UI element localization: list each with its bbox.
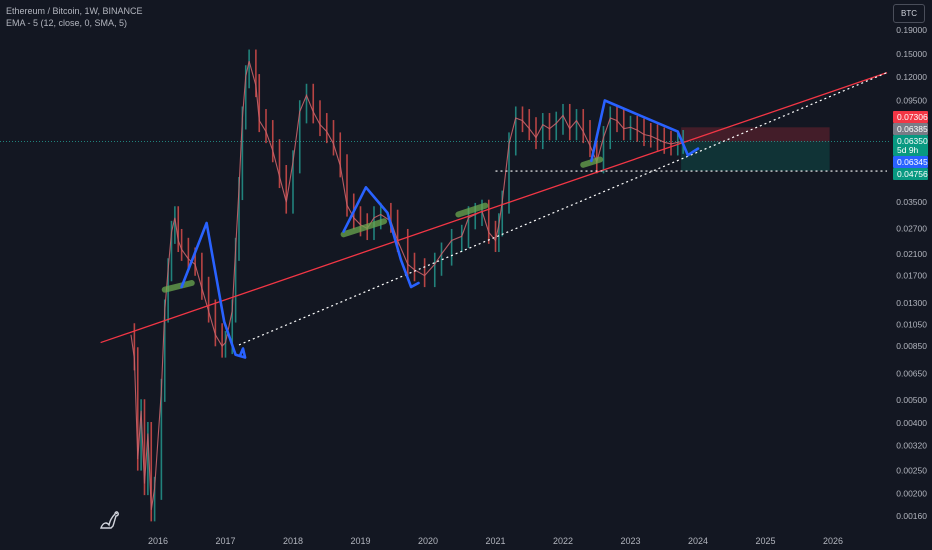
y-tick-label: 0.19000 bbox=[896, 25, 927, 35]
price-label-badge bbox=[893, 111, 928, 123]
y-tick-label: 0.02100 bbox=[896, 249, 927, 259]
y-tick-label: 0.15000 bbox=[896, 49, 927, 59]
plot-area bbox=[0, 0, 890, 530]
currency-button[interactable]: BTC bbox=[893, 4, 925, 23]
x-tick-label: 2025 bbox=[755, 536, 775, 546]
stop-loss-zone bbox=[681, 127, 830, 142]
x-tick-label: 2020 bbox=[418, 536, 438, 546]
pattern-zigzag bbox=[342, 186, 420, 289]
support-highlight bbox=[340, 218, 388, 238]
pattern-zigzag bbox=[590, 99, 700, 163]
take-profit-zone bbox=[681, 141, 830, 171]
y-tick-label: 0.01050 bbox=[896, 320, 927, 330]
y-tick-label: 0.01700 bbox=[896, 271, 927, 281]
y-tick-label: 0.00400 bbox=[896, 418, 927, 428]
y-tick-label: 0.00250 bbox=[896, 466, 927, 476]
x-tick-label: 2026 bbox=[823, 536, 843, 546]
dotted-support-line bbox=[238, 72, 888, 346]
support-highlight bbox=[455, 202, 489, 218]
y-tick-label: 0.02700 bbox=[896, 224, 927, 234]
y-tick-label: 0.00850 bbox=[896, 341, 927, 351]
price-label-text: 0.07306 bbox=[897, 112, 928, 122]
red-trend-line bbox=[100, 71, 888, 344]
x-tick-label: 2018 bbox=[283, 536, 303, 546]
indicator-label: EMA - 5 (12, close, 0, SMA, 5) bbox=[6, 18, 128, 28]
x-tick-label: 2023 bbox=[620, 536, 640, 546]
y-tick-label: 0.01300 bbox=[896, 298, 927, 308]
support-highlight bbox=[161, 280, 195, 293]
price-label-badge bbox=[893, 144, 928, 156]
x-tick-label: 2024 bbox=[688, 536, 708, 546]
price-label-badge bbox=[893, 168, 928, 180]
tradingview-logo-icon bbox=[100, 511, 119, 529]
y-tick-label: 0.03500 bbox=[896, 197, 927, 207]
price-label-text: 0.06345 bbox=[897, 157, 928, 167]
x-tick-label: 2022 bbox=[553, 536, 573, 546]
price-label-text: 0.06350 bbox=[897, 136, 928, 146]
pattern-zigzag bbox=[180, 221, 247, 359]
symbol-title: Ethereum / Bitcoin, 1W, BINANCE bbox=[6, 6, 143, 16]
y-tick-label: 0.00320 bbox=[896, 440, 927, 450]
y-tick-label: 0.00160 bbox=[896, 511, 927, 521]
x-tick-label: 2019 bbox=[350, 536, 370, 546]
y-tick-label: 0.09500 bbox=[896, 96, 927, 106]
y-tick-label: 0.00650 bbox=[896, 368, 927, 378]
price-label-text: 5d 9h bbox=[897, 145, 919, 155]
x-tick-label: 2017 bbox=[215, 536, 235, 546]
chart-legend: Ethereum / Bitcoin, 1W, BINANCE EMA - 5 … bbox=[6, 5, 143, 29]
price-label-text: 0.06385 bbox=[897, 124, 928, 134]
y-tick-label: 0.00500 bbox=[896, 395, 927, 405]
y-tick-label: 0.12000 bbox=[896, 72, 927, 82]
price-label-text: 0.04756 bbox=[897, 169, 928, 179]
price-label-badge bbox=[893, 156, 928, 168]
x-tick-label: 2021 bbox=[485, 536, 505, 546]
y-tick-label: 0.00200 bbox=[896, 488, 927, 498]
x-tick-label: 2016 bbox=[148, 536, 168, 546]
price-label-badge bbox=[893, 123, 928, 135]
